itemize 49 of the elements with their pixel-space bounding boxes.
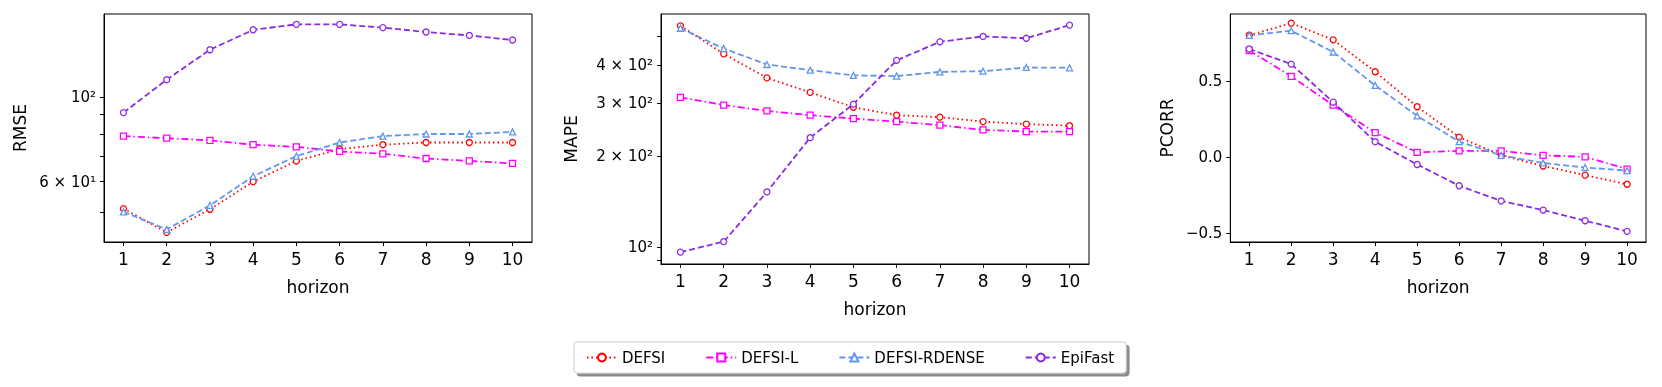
- x-tick-label: 10: [1058, 270, 1081, 291]
- x-tick-label: 8: [1537, 248, 1549, 269]
- x-tick-label: 7: [377, 248, 389, 269]
- y-axis-title: PCORR: [1156, 98, 1177, 158]
- x-tick-label: 9: [1579, 248, 1591, 269]
- y-tick-label: 10²: [627, 237, 653, 256]
- x-axis-title: horizon: [286, 276, 350, 297]
- x-tick-label: 10: [1616, 248, 1638, 269]
- x-tick-label: 8: [977, 270, 989, 291]
- y-axis-title: MAPE: [560, 115, 581, 163]
- legend-label: DEFSI-L: [741, 348, 799, 367]
- x-tick-label: 1: [1243, 248, 1255, 269]
- x-tick-label: 1: [118, 248, 129, 269]
- x-tick-label: 1: [675, 270, 686, 291]
- x-tick-label: 3: [1327, 248, 1339, 269]
- y-tick-label: 4 × 10²: [596, 56, 653, 75]
- x-tick-label: 6: [1453, 248, 1465, 269]
- legend-label: DEFSI: [621, 348, 666, 367]
- x-axis-title: horizon: [1406, 276, 1470, 297]
- x-axis-title: horizon: [843, 298, 907, 319]
- x-tick-label: 5: [1411, 248, 1423, 269]
- legend-label: DEFSI-RDENSE: [874, 348, 985, 367]
- y-tick-label: 0.0: [1198, 147, 1223, 166]
- x-tick-label: 7: [1495, 248, 1507, 269]
- x-tick-label: 2: [161, 248, 173, 269]
- x-tick-label: 7: [934, 270, 946, 291]
- x-tick-label: 6: [891, 270, 903, 291]
- x-tick-label: 2: [1285, 248, 1297, 269]
- y-tick-label: −0.5: [1185, 223, 1223, 242]
- y-tick-label: 10²: [70, 88, 96, 107]
- x-tick-label: 4: [247, 248, 259, 269]
- x-tick-label: 5: [847, 270, 859, 291]
- x-tick-label: 4: [804, 270, 816, 291]
- x-tick-label: 3: [204, 248, 216, 269]
- x-tick-label: 9: [463, 248, 475, 269]
- y-axis-title: RMSE: [9, 103, 30, 153]
- y-tick-label: 3 × 10²: [596, 93, 653, 112]
- x-tick-label: 8: [420, 248, 432, 269]
- x-tick-label: 10: [501, 248, 524, 269]
- y-tick-label: 0.5: [1198, 71, 1223, 90]
- x-tick-label: 3: [761, 270, 773, 291]
- x-tick-label: 6: [334, 248, 346, 269]
- y-tick-label: 6 × 10¹: [39, 172, 96, 191]
- x-tick-label: 5: [290, 248, 302, 269]
- x-tick-label: 2: [718, 270, 730, 291]
- legend-label: EpiFast: [1060, 348, 1115, 367]
- y-tick-label: 2 × 10²: [596, 146, 653, 165]
- x-tick-label: 9: [1020, 270, 1032, 291]
- x-tick-label: 4: [1369, 248, 1381, 269]
